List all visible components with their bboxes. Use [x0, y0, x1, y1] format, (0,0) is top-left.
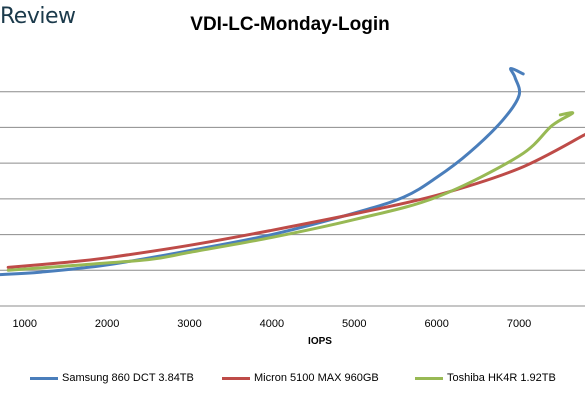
- x-tick-label: 1000: [12, 318, 36, 330]
- legend-item-micron: Micron 5100 MAX 960GB: [222, 372, 379, 384]
- chart-title: VDI-LC-Monday-Login: [190, 14, 390, 35]
- legend: Samsung 860 DCT 3.84TB Micron 5100 MAX 9…: [0, 372, 585, 388]
- series-lines: [0, 66, 585, 277]
- legend-swatch: [30, 376, 58, 380]
- legend-item-toshiba: Toshiba HK4R 1.92TB: [415, 372, 556, 384]
- legend-item-samsung: Samsung 860 DCT 3.84TB: [30, 372, 194, 384]
- legend-swatch: [222, 376, 250, 380]
- x-tick-label: 4000: [260, 318, 284, 330]
- brand-logo-text: Review: [0, 4, 76, 29]
- x-tick-label: 5000: [342, 318, 366, 330]
- legend-label: Micron 5100 MAX 960GB: [254, 372, 379, 384]
- x-tick-label: 7000: [507, 318, 531, 330]
- x-tick-labels: 1000 2000 3000 4000 5000 6000 7000: [12, 318, 531, 330]
- x-tick-label: 3000: [177, 318, 201, 330]
- legend-swatch: [415, 376, 443, 380]
- gridlines: [0, 91, 585, 307]
- legend-label: Samsung 860 DCT 3.84TB: [62, 372, 194, 384]
- x-tick-label: 6000: [424, 318, 448, 330]
- x-tick-label: 2000: [95, 318, 119, 330]
- x-axis-label: IOPS: [308, 336, 332, 347]
- series-line-0: [0, 66, 525, 277]
- series-line-1: [6, 133, 585, 269]
- legend-label: Toshiba HK4R 1.92TB: [447, 372, 556, 384]
- series-line-2: [6, 111, 575, 272]
